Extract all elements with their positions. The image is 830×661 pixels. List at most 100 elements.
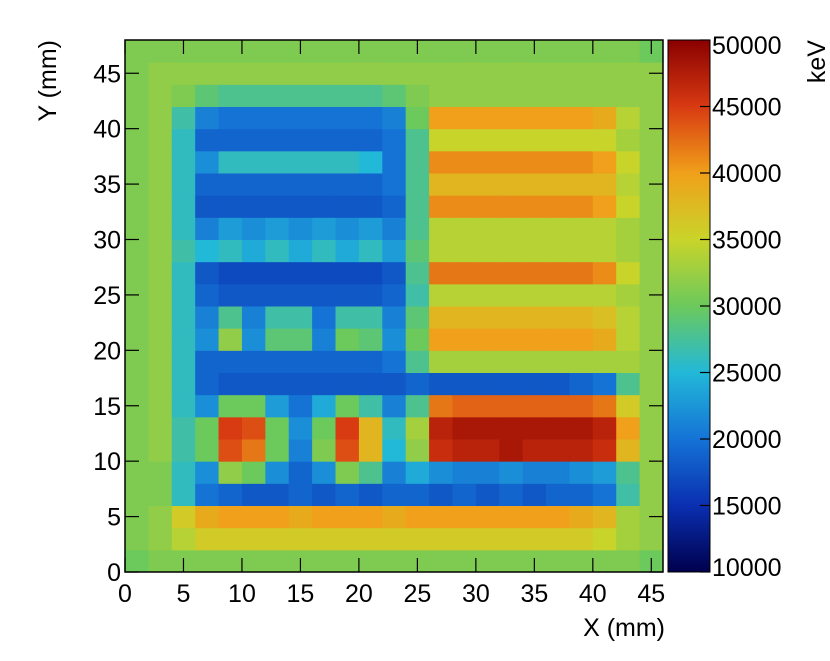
heatmap-cell	[429, 62, 453, 85]
heatmap-cell	[312, 549, 337, 573]
heatmap-cell	[569, 527, 594, 551]
heatmap-cell	[218, 40, 243, 63]
heatmap-cell	[335, 106, 360, 130]
x-tick-label: 10	[228, 580, 256, 608]
heatmap-cell	[546, 549, 570, 573]
heatmap-cell	[265, 394, 290, 418]
heatmap-cell	[288, 84, 313, 107]
x-tick-label: 45	[637, 580, 665, 608]
heatmap-cell	[171, 217, 196, 240]
heatmap-cell	[195, 261, 220, 285]
heatmap-cell	[218, 350, 243, 373]
heatmap-cell	[218, 394, 243, 418]
heatmap-cell	[125, 483, 149, 506]
heatmap-cell	[429, 505, 453, 529]
heatmap-cell	[148, 195, 173, 218]
heatmap-cell	[592, 40, 617, 63]
heatmap-cell	[125, 217, 149, 240]
heatmap-cell	[499, 394, 524, 418]
heatmap-cell	[616, 505, 641, 529]
heatmap-cell	[522, 150, 547, 174]
heatmap-cell	[452, 394, 477, 418]
heatmap-cell	[148, 283, 173, 307]
heatmap-cell	[569, 84, 594, 107]
heatmap-cell	[429, 306, 453, 329]
x-tick-label: 15	[287, 580, 315, 608]
heatmap-cell	[546, 84, 570, 107]
heatmap-cell	[148, 217, 173, 240]
heatmap-cell	[171, 150, 196, 174]
heatmap-cell	[241, 106, 266, 130]
heatmap-cell	[429, 483, 453, 506]
heatmap-cell	[475, 461, 500, 484]
heatmap-cell	[546, 306, 570, 329]
heatmap-cell	[499, 195, 524, 218]
heatmap-cell	[452, 261, 477, 285]
heatmap-cell	[616, 195, 641, 218]
heatmap-cell	[148, 239, 173, 263]
heatmap-cell	[522, 195, 547, 218]
heatmap-cells	[125, 40, 664, 573]
heatmap-cell	[429, 549, 453, 573]
heatmap-cell	[265, 505, 290, 529]
x-tick-label: 30	[462, 580, 490, 608]
heatmap-cell	[452, 350, 477, 373]
heatmap-cell	[569, 62, 594, 85]
heatmap-cell	[241, 483, 266, 506]
heatmap-cell	[312, 283, 337, 307]
heatmap-cell	[125, 84, 149, 107]
heatmap-cell	[475, 372, 500, 396]
heatmap-cell	[195, 84, 220, 107]
heatmap-cell	[382, 62, 407, 85]
heatmap-cell	[265, 150, 290, 174]
heatmap-cell	[148, 62, 173, 85]
heatmap-cell	[382, 128, 407, 152]
heatmap-cell	[358, 173, 383, 196]
heatmap-cell	[592, 106, 617, 130]
y-tick-label: 20	[93, 337, 121, 365]
heatmap-cell	[335, 62, 360, 85]
heatmap-cell	[288, 261, 313, 285]
heatmap-cell	[312, 261, 337, 285]
y-tick-label: 40	[93, 116, 121, 144]
heatmap-cell	[335, 372, 360, 396]
heatmap-cell	[616, 150, 641, 174]
heatmap-cell	[592, 350, 617, 373]
heatmap-cell	[358, 217, 383, 240]
heatmap-cell	[171, 527, 196, 551]
heatmap-cell	[569, 549, 594, 573]
colorbar-tick-label: 40000	[712, 160, 782, 188]
heatmap-cell	[382, 261, 407, 285]
heatmap-cell	[218, 261, 243, 285]
heatmap-cell	[616, 549, 641, 573]
heatmap-cell	[335, 416, 360, 440]
heatmap-cell	[405, 394, 430, 418]
heatmap-cell	[125, 439, 149, 462]
heatmap-cell	[241, 150, 266, 174]
heatmap-cell	[475, 328, 500, 351]
colorbar-tick-label: 50000	[712, 32, 782, 60]
heatmap-cell	[499, 106, 524, 130]
heatmap-cell	[452, 461, 477, 484]
heatmap-cell	[382, 106, 407, 130]
y-tick-label: 0	[107, 559, 121, 587]
heatmap-cell	[429, 40, 453, 63]
colorbar-tick-label: 15000	[712, 493, 782, 521]
heatmap-cell	[265, 261, 290, 285]
x-tick-label: 5	[177, 580, 191, 608]
heatmap-cell	[616, 527, 641, 551]
heatmap-cell	[475, 527, 500, 551]
heatmap-cell	[241, 84, 266, 107]
heatmap-cell	[218, 84, 243, 107]
heatmap-cell	[125, 239, 149, 263]
heatmap-cell	[382, 461, 407, 484]
heatmap-cell	[335, 505, 360, 529]
heatmap-cell	[312, 505, 337, 529]
heatmap-cell	[265, 239, 290, 263]
heatmap-cell	[358, 394, 383, 418]
heatmap-cell	[358, 527, 383, 551]
heatmap-cell	[265, 328, 290, 351]
y-tick-label: 25	[93, 282, 121, 310]
heatmap-cell	[195, 106, 220, 130]
